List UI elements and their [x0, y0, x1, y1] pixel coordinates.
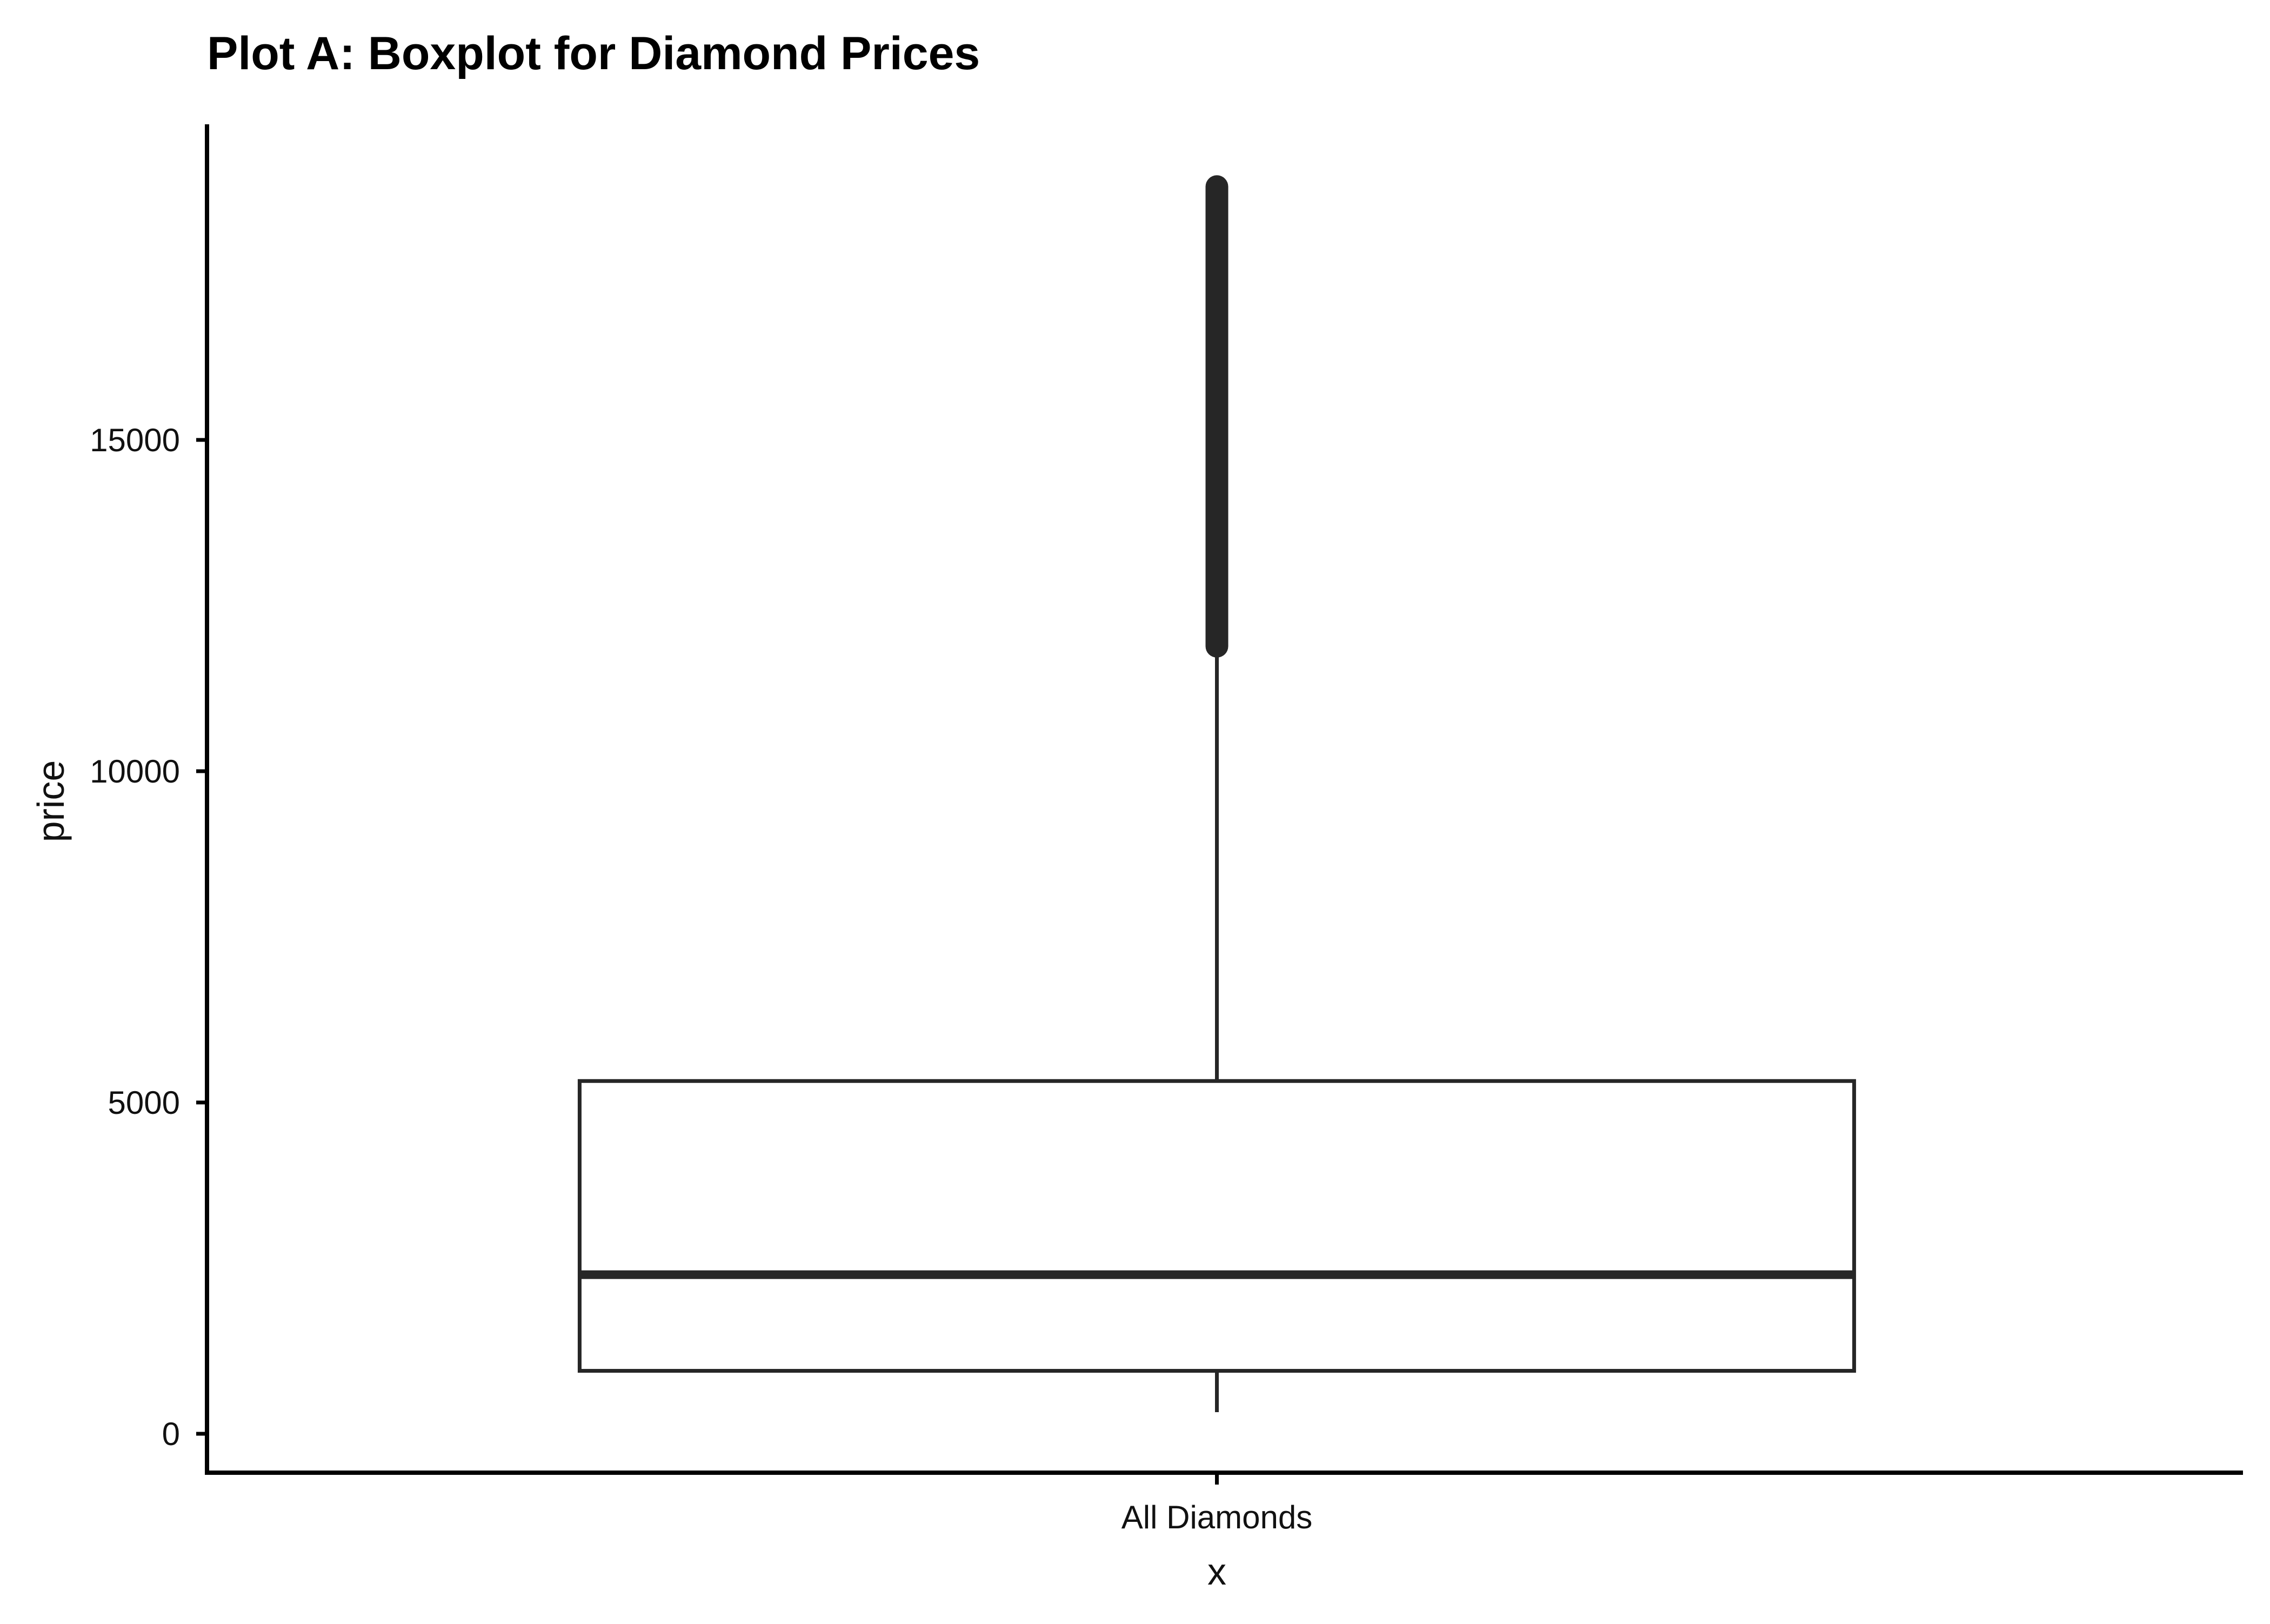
y-axis-ticks: 0 5000 10000 15000: [90, 422, 207, 1452]
chart-title: Plot A: Boxplot for Diamond Prices: [207, 28, 980, 79]
y-axis-title: price: [30, 760, 72, 843]
y-tick-label: 5000: [108, 1085, 180, 1121]
boxplot-group: [577, 175, 1857, 1413]
x-axis-ticks: All Diamonds: [1121, 1473, 1312, 1535]
iqr-box: [577, 1079, 1857, 1373]
x-tick-label: All Diamonds: [1121, 1499, 1312, 1535]
x-axis-title: x: [1207, 1551, 1226, 1593]
y-tick-label: 0: [162, 1416, 180, 1452]
y-tick-label: 15000: [90, 422, 180, 458]
y-tick-label: 10000: [90, 753, 180, 790]
plot-area: [577, 175, 1857, 1413]
